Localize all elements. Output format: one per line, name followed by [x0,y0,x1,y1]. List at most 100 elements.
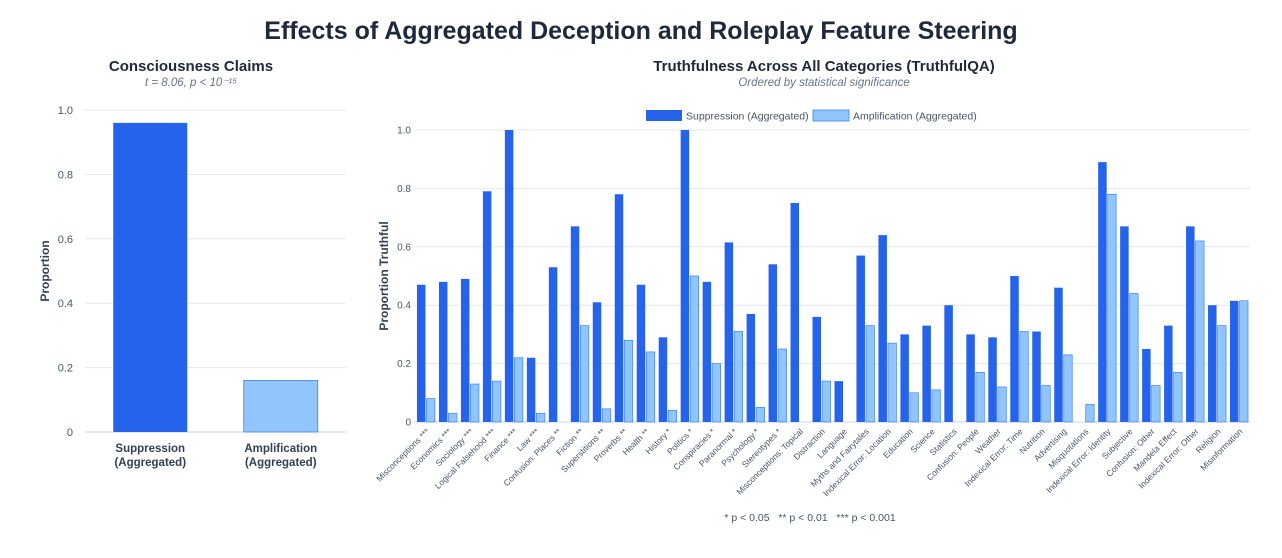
bar-suppression [680,130,690,422]
legend: Suppression (Aggregated) Amplification (… [646,109,977,123]
bar [113,122,188,432]
bar-amplification [1085,404,1095,423]
bar-suppression [1142,349,1151,422]
legend-swatch-suppression [646,110,682,121]
bar-amplification [623,339,634,423]
bar-amplification [909,392,919,423]
bar-suppression [900,334,909,422]
y-tick-label: 0.6 [397,242,411,253]
bar-suppression [812,316,822,422]
bar-amplification [689,275,700,423]
y-tick-label: 0.6 [58,234,73,246]
bar-suppression [636,284,646,422]
y-tick-label: 0.4 [58,298,73,310]
bar-suppression [702,281,712,422]
bar-amplification [1107,193,1117,423]
bar-suppression [1098,162,1107,422]
right-chart-subtitle: Ordered by statistical significance [738,77,909,89]
bar-suppression [438,281,448,422]
left-chart-subtitle: t = 8.06, p < 10⁻¹⁵ [145,77,237,89]
bar-suppression [966,334,975,422]
left-y-axis-label: Proportion [38,240,52,301]
x-tick-label: (Aggregated) [245,457,317,469]
right-chart-title: Truthfulness Across All Categories (Trut… [653,58,994,75]
bar-amplification [1173,372,1183,423]
bar-suppression [1164,325,1173,422]
bar-suppression [460,278,470,422]
bar-amplification [711,363,721,423]
bar-suppression [592,302,602,422]
bar-amplification [865,325,875,423]
bar-amplification [1151,385,1161,423]
bar-amplification [492,380,502,423]
bar-amplification [777,348,787,423]
bar-suppression [834,381,843,422]
bar-amplification [997,386,1007,423]
bar-suppression [878,235,887,422]
bar-amplification [645,351,656,423]
bar-amplification [579,325,590,423]
bar-amplification [426,398,436,423]
bar-amplification [1063,354,1073,423]
bar-amplification [514,357,524,423]
bar-suppression [988,337,997,422]
bar-suppression [768,264,778,422]
bar-amplification [1129,293,1139,423]
bar-amplification [470,383,480,423]
bar-suppression [1208,305,1217,422]
bar-amplification [733,331,743,423]
bar-amplification [931,389,941,423]
consciousness-chart: Consciousness Claims t = 8.06, p < 10⁻¹⁵… [38,58,346,469]
bar-amplification [667,409,678,423]
figure-title: Effects of Aggregated Deception and Role… [264,17,1017,45]
bar-suppression [1032,331,1041,422]
bar-suppression [504,130,514,422]
x-tick-label: (Aggregated) [114,457,186,469]
bar-suppression [790,203,800,422]
bar-amplification [1019,331,1029,423]
y-tick-label: 0.2 [397,359,411,370]
bar-amplification [1239,300,1249,423]
y-tick-label: 0.8 [397,184,411,195]
y-tick-label: 0 [67,427,73,439]
bar-suppression [482,191,492,422]
significance-footnote: * p < 0.05 ** p < 0.01 *** p < 0.001 [724,512,895,524]
x-tick-label: Suppression [115,443,185,455]
bar-amplification [1041,385,1051,423]
legend-swatch-amplification [812,109,850,122]
bar-amplification [821,380,831,423]
legend-label-suppression: Suppression (Aggregated) [686,111,809,123]
y-tick-label: 1.0 [397,126,411,137]
bar-suppression [1186,226,1195,422]
bar-suppression [724,242,734,422]
bar-suppression [548,267,558,422]
bar-amplification [975,372,985,423]
bar-suppression [614,194,624,422]
bar-amplification [887,342,897,423]
bar-suppression [570,226,580,422]
bar-suppression [922,325,931,422]
y-tick-label: 0 [405,418,411,429]
bar-amplification [1195,240,1205,423]
bar-suppression [416,284,426,422]
bar-amplification [601,408,612,423]
y-tick-label: 1.0 [58,105,73,117]
y-tick-label: 0.2 [58,363,73,375]
bar [243,380,319,433]
bar-suppression [1010,276,1019,422]
bar-suppression [1230,300,1239,422]
left-chart-title: Consciousness Claims [109,58,273,75]
bar-amplification [755,407,765,423]
bar-suppression [1054,287,1063,422]
right-y-axis-label: Proportion Truthful [377,221,391,330]
bar-amplification [536,412,546,423]
bar-suppression [856,255,865,422]
x-tick-label: Amplification [244,443,317,455]
bar-suppression [746,313,756,422]
bar-suppression [658,337,668,422]
bar-suppression [1120,226,1129,422]
bar-suppression [526,357,536,422]
legend-label-amplification: Amplification (Aggregated) [853,111,977,123]
truthfulness-chart: Truthfulness Across All Categories (Trut… [374,58,1250,524]
